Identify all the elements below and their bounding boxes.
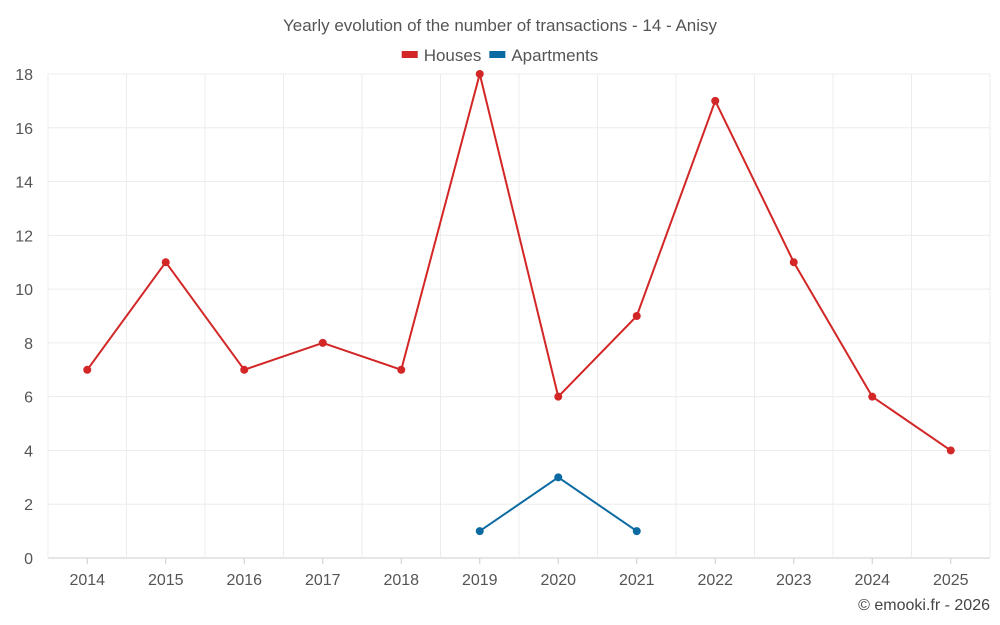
legend-label-houses: Houses (424, 46, 482, 65)
houses-point-2018[interactable] (397, 365, 406, 374)
houses-point-2022[interactable] (711, 96, 720, 105)
houses-point-2014[interactable] (83, 365, 92, 374)
y-axis: 0 2 4 6 8 10 12 14 16 18 (15, 67, 33, 568)
houses-point-2017[interactable] (318, 338, 327, 347)
y-tick-label: 18 (15, 67, 33, 84)
credit-text: © emooki.fr - 2026 (858, 597, 990, 614)
chart-title: Yearly evolution of the number of transa… (283, 16, 718, 35)
x-tick-label: 2015 (148, 572, 184, 589)
legend-label-apartments: Apartments (511, 46, 598, 65)
houses-point-2024[interactable] (868, 392, 877, 401)
x-tick-label: 2019 (462, 572, 498, 589)
x-tick-label: 2024 (854, 572, 890, 589)
x-tick-label: 2016 (226, 572, 262, 589)
houses-point-2016[interactable] (240, 365, 249, 374)
y-tick-label: 0 (24, 551, 33, 568)
legend-item-houses[interactable]: Houses (401, 46, 482, 65)
y-tick-label: 8 (24, 336, 33, 353)
series-apartments (475, 473, 641, 536)
y-tick-label: 16 (15, 121, 33, 138)
x-tick-label: 2023 (776, 572, 812, 589)
apartments-point-2020[interactable] (554, 473, 563, 482)
y-tick-label: 12 (15, 228, 33, 245)
y-tick-label: 10 (15, 282, 33, 299)
houses-point-2020[interactable] (554, 392, 563, 401)
x-tick-label: 2020 (540, 572, 576, 589)
apartments-point-2021[interactable] (632, 527, 641, 536)
series-houses (83, 70, 955, 455)
apartments-point-2019[interactable] (475, 527, 484, 536)
x-tick-label: 2022 (697, 572, 733, 589)
houses-point-2025[interactable] (946, 446, 955, 455)
grid (47, 73, 991, 559)
houses-point-2015[interactable] (161, 258, 170, 267)
y-tick-label: 2 (24, 497, 33, 514)
legend: Houses Apartments (401, 46, 598, 65)
x-tick-label: 2017 (305, 572, 341, 589)
houses-point-2023[interactable] (789, 258, 798, 267)
x-tick-label: 2014 (69, 572, 105, 589)
y-tick-label: 4 (24, 443, 33, 460)
series-layer (83, 70, 955, 536)
houses-point-2019[interactable] (475, 70, 484, 78)
houses-point-2021[interactable] (632, 312, 641, 320)
legend-item-apartments[interactable]: Apartments (489, 46, 598, 65)
y-tick-label: 14 (15, 175, 33, 192)
y-tick-label: 6 (24, 390, 33, 407)
houses-line (86, 73, 952, 452)
x-tick-label: 2025 (933, 572, 969, 589)
x-tick-label: 2018 (383, 572, 419, 589)
x-tick-label: 2021 (619, 572, 655, 589)
x-axis: 2014 2015 2016 2017 2018 2019 2020 2021 2022 2023… (69, 558, 969, 589)
legend-swatch-houses (401, 51, 418, 58)
legend-swatch-apartments (489, 51, 506, 58)
